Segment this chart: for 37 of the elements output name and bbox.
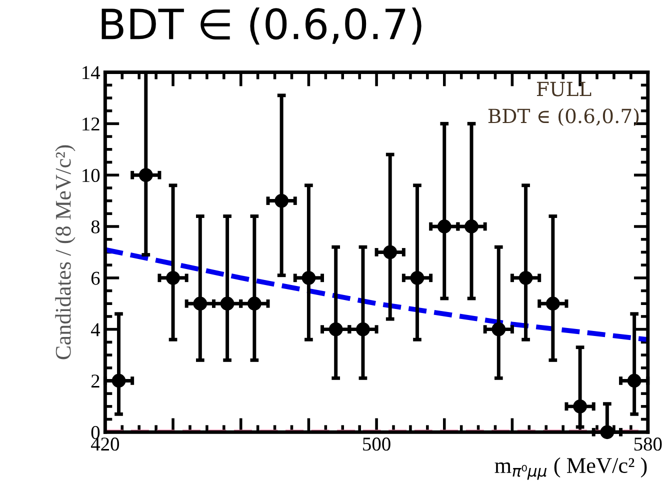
point xyxy=(518,270,533,285)
y-tick-label: 14 xyxy=(82,66,100,80)
point xyxy=(546,296,560,311)
x-axis-title: m$_{π⁰μμ}$ ( MeV/c² ) xyxy=(494,457,647,480)
point xyxy=(220,296,234,311)
point xyxy=(247,296,262,311)
point xyxy=(573,399,587,414)
point xyxy=(302,270,316,285)
point xyxy=(274,194,289,208)
point xyxy=(437,220,452,234)
point xyxy=(356,322,370,336)
y-tick-label: 6 xyxy=(91,272,100,285)
point xyxy=(328,322,343,336)
chart-title: BDT ∈ (0.6,0.7) xyxy=(102,7,422,45)
point xyxy=(492,322,506,336)
y-tick-label: 0 xyxy=(91,426,100,440)
x-tick-label: 580 xyxy=(634,438,662,451)
point xyxy=(193,296,208,311)
x-tick-label: 420 xyxy=(90,438,120,451)
y-tick-label: 8 xyxy=(91,220,100,234)
y-axis-title: Candidates / (8 MeV/c²) xyxy=(55,145,76,360)
y-tick-label: 2 xyxy=(91,374,100,388)
point xyxy=(166,270,180,285)
point xyxy=(383,245,398,260)
y-tick-label: 4 xyxy=(90,323,100,336)
point xyxy=(600,425,614,440)
point xyxy=(410,270,424,285)
point xyxy=(464,220,478,234)
y-tick-label: 10 xyxy=(82,168,100,182)
annotation: BDT ∈ (0.6,0.7) xyxy=(488,108,639,126)
point xyxy=(627,374,642,388)
line-series xyxy=(105,247,648,342)
y-tick-label: 12 xyxy=(82,118,100,130)
point xyxy=(138,168,153,182)
x-tick-label: 500 xyxy=(363,438,390,451)
point xyxy=(112,374,126,388)
annotation: FULL xyxy=(536,82,592,96)
